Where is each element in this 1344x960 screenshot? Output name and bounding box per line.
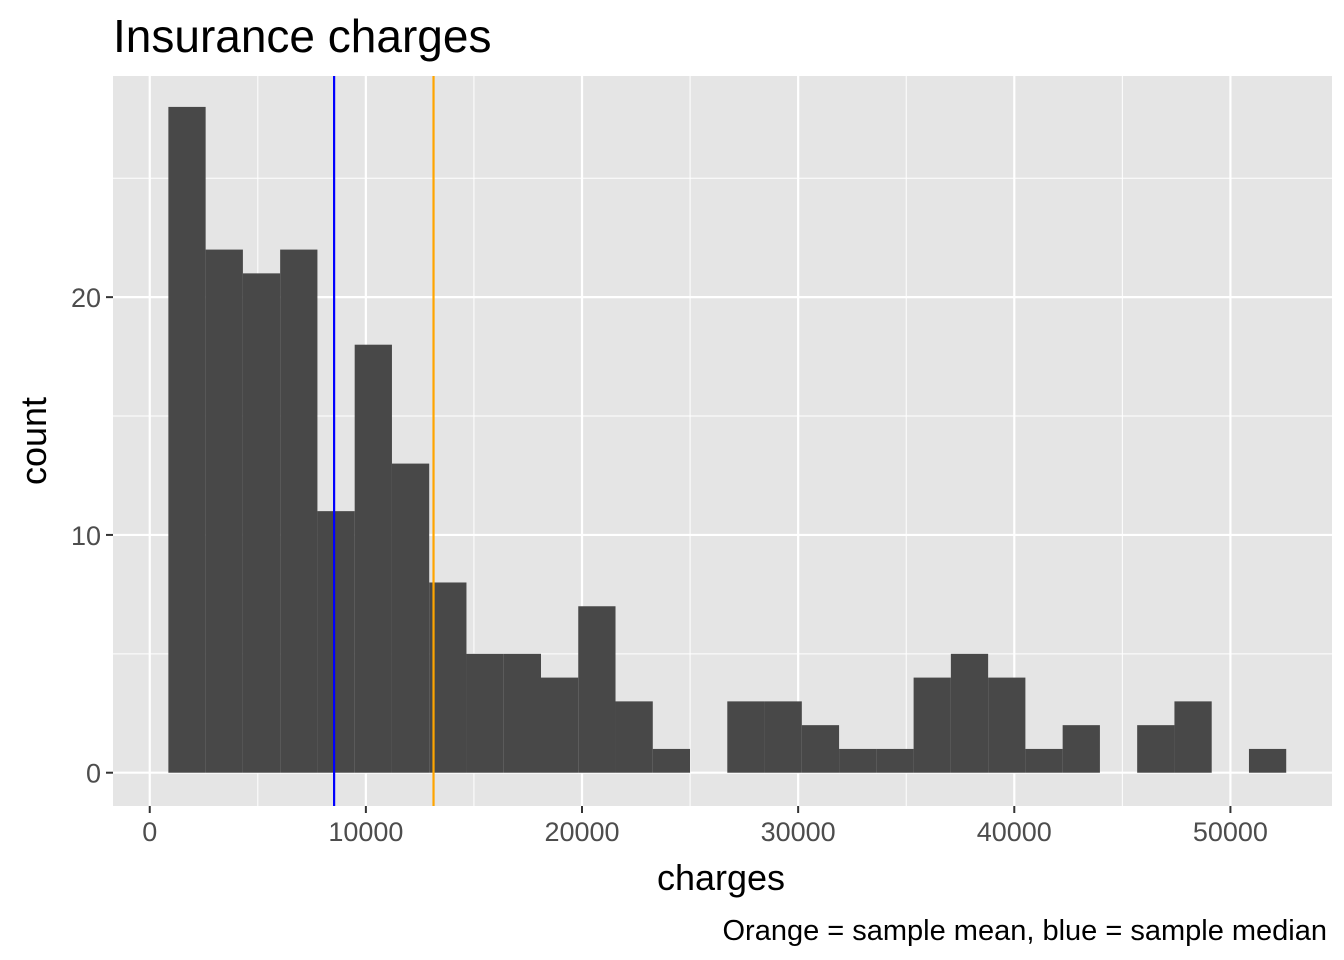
y-tick-label: 10 <box>71 521 101 551</box>
x-tick-label: 40000 <box>977 817 1052 847</box>
y-tick-label: 0 <box>86 759 101 789</box>
histogram-bar <box>540 677 579 773</box>
x-tick-label: 20000 <box>544 817 619 847</box>
x-tick-label: 50000 <box>1193 817 1268 847</box>
histogram-bar <box>1025 748 1063 773</box>
histogram-bar <box>317 511 355 773</box>
x-tick-label: 10000 <box>328 817 403 847</box>
histogram-bar <box>391 463 430 773</box>
reference-lines <box>333 76 435 806</box>
y-axis: 0 10 20 <box>71 283 113 789</box>
histogram-bars <box>168 106 1287 773</box>
histogram-bar <box>839 748 877 773</box>
histogram-bar <box>801 725 840 773</box>
histogram-bar <box>764 701 802 773</box>
histogram-bar <box>280 249 318 773</box>
histogram-bar <box>1137 725 1175 773</box>
chart-title: Insurance charges <box>113 10 491 62</box>
x-axis: 0 10000 20000 30000 40000 50000 <box>142 806 1268 847</box>
histogram-bar <box>429 582 467 773</box>
histogram-bar <box>503 653 541 773</box>
histogram-bar <box>727 701 765 773</box>
histogram-bar <box>1248 748 1287 773</box>
histogram-bar <box>615 701 653 773</box>
chart-caption: Orange = sample mean, blue = sample medi… <box>722 915 1327 947</box>
histogram-bar <box>913 677 951 773</box>
x-tick-label: 30000 <box>761 817 836 847</box>
histogram-bar <box>1174 701 1212 773</box>
histogram-bar <box>988 677 1026 773</box>
y-axis-title: count <box>13 397 54 485</box>
histogram-bar <box>168 106 206 773</box>
y-tick-label: 20 <box>71 283 101 313</box>
minor-grid-lines <box>113 76 1332 806</box>
histogram-bar <box>354 344 392 773</box>
x-tick-label: 0 <box>142 817 157 847</box>
histogram-bar <box>652 748 691 773</box>
histogram-bar <box>876 748 914 773</box>
histogram-bar <box>1062 725 1100 773</box>
histogram-bar <box>950 653 989 773</box>
histogram-bar <box>205 249 243 773</box>
x-axis-title: charges <box>657 857 785 898</box>
histogram-bar <box>578 606 616 773</box>
histogram-bar <box>242 273 281 773</box>
histogram-bar <box>466 653 504 773</box>
